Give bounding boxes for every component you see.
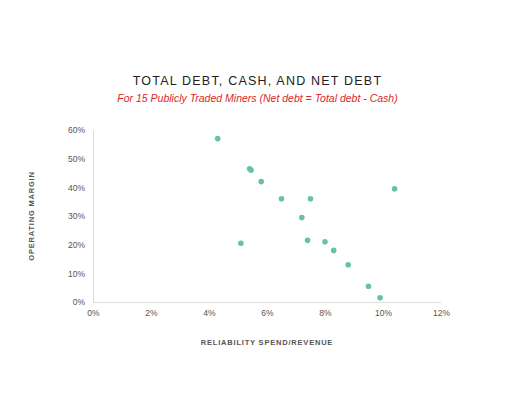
tick: 40% [68,183,93,193]
point [377,295,383,301]
tick-label: 0% [73,297,86,307]
plot: 0% 2% 4% 6% 8% 10% 12% 0% 10% 20% 30% 40% 50% 60% [68,125,450,318]
x-axis: 0% 2% 4% 6% 8% 10% 12% [87,302,450,318]
point [392,186,398,192]
tick-label: 60% [68,125,85,135]
point [366,283,372,289]
axis-line [94,302,442,303]
tick-label: 8% [319,308,332,318]
tick-label: 40% [68,183,85,193]
tick: 10% [375,302,392,318]
tick-label: 10% [375,308,392,318]
x-axis-title: RELIABILITY SPEND/REVENUE [201,338,333,347]
tick: 60% [68,125,93,135]
tick: 0% [73,297,93,307]
tick: 4% [203,302,216,318]
tick-label: 50% [68,154,85,164]
tick: 8% [319,302,332,318]
points [215,136,398,301]
tick-label: 12% [433,308,450,318]
tick-label: 30% [68,211,85,221]
tick: 50% [68,154,93,164]
chart: TOTAL DEBT, CASH, AND NET DEBT For 15 Pub… [0,0,515,398]
point [258,179,264,185]
tick: 10% [68,269,93,279]
tick: 30% [68,211,93,221]
point [215,136,221,142]
point [345,262,351,268]
tick: 2% [145,302,158,318]
y-axis: 0% 10% 20% 30% 40% 50% 60% [68,125,94,307]
point [238,240,244,246]
y-axis-title: OPERATING MARGIN [27,171,36,260]
point [331,248,337,254]
tick: 20% [68,240,93,250]
title: TOTAL DEBT, CASH, AND NET DEBT [133,74,382,88]
tick: 0% [87,302,100,318]
tick-label: 10% [68,269,85,279]
point [248,167,254,173]
point [308,196,314,202]
tick-label: 2% [145,308,158,318]
tick-label: 6% [261,308,274,318]
axis-line [93,131,94,303]
tick-label: 0% [87,308,100,318]
tick-label: 4% [203,308,216,318]
point [299,215,305,221]
point [279,196,285,202]
point [322,239,328,245]
point [305,238,311,244]
tick: 12% [433,302,450,318]
tick: 6% [261,302,274,318]
tick-label: 20% [68,240,85,250]
subtitle: For 15 Publicly Traded Miners (Net debt … [117,92,397,104]
